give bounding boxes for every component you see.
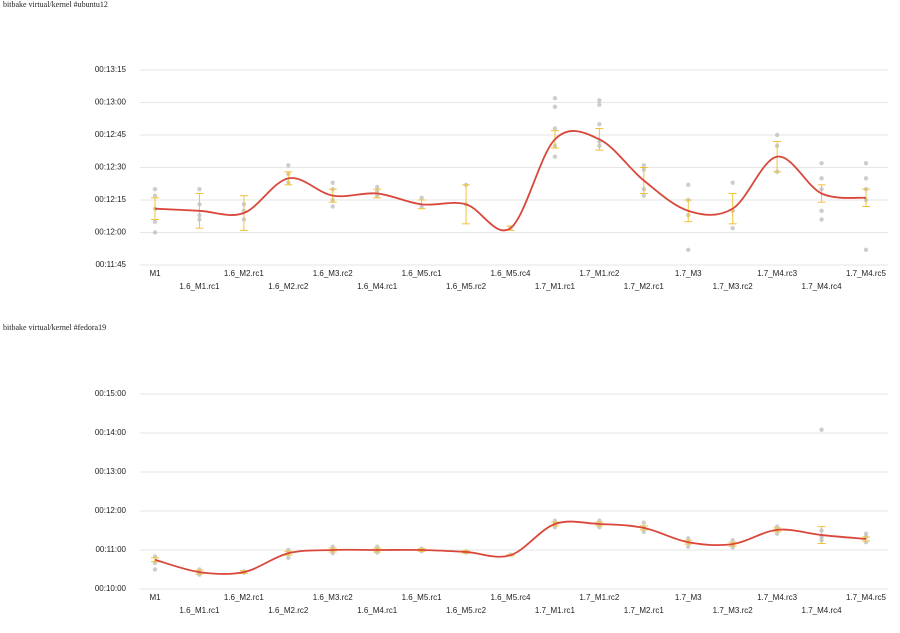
- x-tick-label: 1.7_M1.rc1: [535, 606, 576, 615]
- x-tick-label: 1.6_M2.rc1: [224, 593, 265, 602]
- y-tick-label: 00:12:00: [95, 506, 127, 515]
- x-tick-label: 1.6_M1.rc1: [179, 606, 220, 615]
- sample-point: [552, 95, 558, 101]
- y-tick-label: 00:12:30: [95, 163, 127, 172]
- sample-point: [552, 104, 558, 110]
- y-tick-label: 00:15:00: [95, 389, 127, 398]
- sample-point: [152, 193, 158, 198]
- x-tick-label: 1.6_M5.rc2: [446, 606, 487, 615]
- y-tick-label: 00:10:00: [95, 584, 127, 593]
- sample-point: [863, 531, 869, 536]
- sample-point: [152, 230, 158, 235]
- sample-point: [819, 176, 824, 181]
- sample-point: [863, 176, 869, 181]
- x-tick-label: 1.6_M5.rc4: [490, 593, 531, 602]
- x-tick-label: 1.7_M4.rc4: [802, 282, 843, 291]
- sample-point: [597, 98, 602, 103]
- x-tick-label: 1.6_M2.rc2: [268, 282, 309, 291]
- sample-point: [641, 193, 647, 198]
- y-tick-label: 00:12:45: [95, 130, 127, 139]
- x-tick-label: 1.6_M5.rc2: [446, 282, 487, 291]
- y-tick-label: 00:11:00: [95, 545, 126, 554]
- x-tick-label: 1.7_M3: [675, 269, 702, 278]
- sample-point: [330, 204, 335, 209]
- sample-point: [152, 567, 158, 572]
- x-tick-label: 1.7_M4.rc3: [757, 593, 798, 602]
- sample-point: [419, 195, 424, 201]
- sample-point: [730, 538, 735, 543]
- y-tick-label: 00:13:00: [95, 98, 127, 107]
- sample-point: [819, 160, 824, 166]
- sample-point: [863, 247, 869, 253]
- sample-point: [730, 180, 735, 185]
- x-tick-label: 1.7_M4.rc3: [757, 269, 798, 278]
- sample-point: [774, 132, 780, 138]
- y-tick-label: 00:11:45: [95, 260, 126, 269]
- y-tick-label: 00:13:15: [95, 65, 127, 74]
- sample-point: [152, 186, 158, 192]
- sample-point: [552, 126, 558, 131]
- sample-point: [597, 102, 602, 107]
- x-tick-label: 1.6_M3.rc2: [313, 269, 354, 278]
- sample-point: [330, 180, 335, 185]
- x-tick-label: 1.6_M5.rc1: [402, 269, 443, 278]
- x-tick-label: M1: [149, 593, 161, 602]
- sample-point: [819, 208, 824, 214]
- sample-point: [552, 154, 558, 159]
- x-tick-label: 1.7_M3.rc2: [713, 606, 754, 615]
- x-tick-label: 1.7_M3.rc2: [713, 282, 754, 291]
- sample-point: [374, 184, 380, 190]
- x-tick-label: 1.6_M3.rc2: [313, 593, 354, 602]
- x-tick-label: 1.6_M2.rc2: [268, 606, 309, 615]
- mean-line: [154, 520, 867, 575]
- sample-point: [819, 427, 824, 432]
- sample-point: [286, 555, 291, 560]
- sample-point: [774, 531, 780, 536]
- y-tick-label: 00:14:00: [95, 428, 127, 437]
- sample-point: [641, 520, 647, 525]
- x-tick-label: 1.6_M2.rc1: [224, 269, 265, 278]
- sample-point: [686, 247, 691, 253]
- sample-point: [641, 163, 647, 168]
- sample-point: [686, 182, 691, 188]
- sample-point: [863, 160, 869, 166]
- x-tick-label: 1.7_M3: [675, 593, 702, 602]
- sample-point: [686, 544, 691, 549]
- chart-title: bitbake virtual/kernel #fedora19: [3, 323, 106, 332]
- x-tick-label: 1.7_M1.rc2: [579, 269, 620, 278]
- chart-title: bitbake virtual/kernel #ubuntu12: [3, 0, 108, 9]
- sample-point: [730, 225, 735, 231]
- x-tick-label: 1.7_M1.rc2: [579, 593, 620, 602]
- x-tick-label: M1: [149, 269, 161, 278]
- x-tick-label: 1.6_M4.rc1: [357, 282, 398, 291]
- y-tick-label: 00:13:00: [95, 467, 127, 476]
- x-tick-label: 1.6_M1.rc1: [179, 282, 220, 291]
- x-tick-label: 1.7_M1.rc1: [535, 282, 576, 291]
- y-tick-label: 00:12:15: [95, 195, 127, 204]
- sample-point: [152, 219, 158, 224]
- x-tick-label: 1.7_M2.rc1: [624, 606, 665, 615]
- x-tick-label: 1.6_M5.rc4: [490, 269, 531, 278]
- x-tick-label: 1.7_M2.rc1: [624, 282, 665, 291]
- sample-point: [197, 186, 202, 192]
- sample-point: [819, 217, 824, 222]
- x-tick-label: 1.6_M4.rc1: [357, 606, 398, 615]
- x-tick-label: 1.7_M4.rc4: [802, 606, 843, 615]
- sample-point: [597, 121, 602, 127]
- y-tick-label: 00:12:00: [95, 228, 127, 237]
- sample-point: [286, 163, 291, 168]
- sample-point: [686, 536, 691, 541]
- x-tick-label: 1.7_M4.rc5: [846, 593, 887, 602]
- mean-line: [154, 130, 867, 232]
- sample-point: [641, 529, 647, 534]
- x-tick-label: 1.7_M4.rc5: [846, 269, 887, 278]
- x-tick-label: 1.6_M5.rc1: [402, 593, 443, 602]
